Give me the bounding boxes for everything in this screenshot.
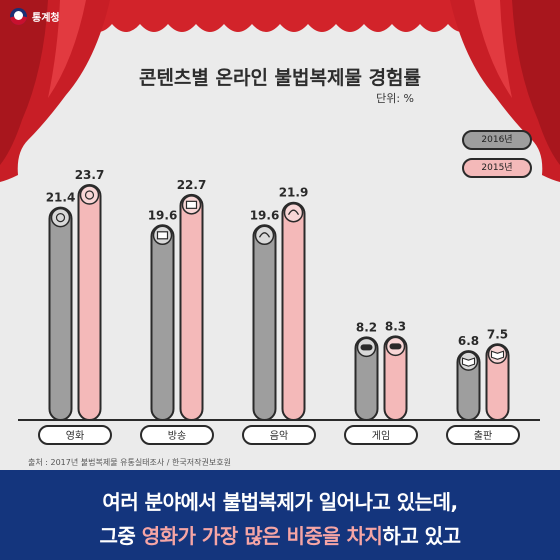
caption-line-2-start: 그중 [99,524,142,548]
gamepad-icon [389,343,402,350]
bar-publishing-2015 [485,343,510,421]
caption-line-1: 여러 분야에서 불법복제가 일어나고 있는데, [102,490,458,514]
badge-music-2016 [254,225,275,246]
legend-2016: 2016년 [462,130,532,150]
bar-game-2016 [354,336,379,422]
book-icon [490,350,505,360]
chart-legend: 2016년 2015년 [462,130,532,186]
brand-logo: 통계청 [10,8,60,25]
category-pill-game [344,425,418,445]
bar-broadcast-2016 [150,224,175,421]
curtain-valance [0,0,560,32]
value-label-music-2015: 21.9 [279,186,309,200]
badge-music-2015 [283,202,304,223]
value-label-publishing-2016: 6.8 [458,334,479,348]
bar-music-2015 [281,201,306,421]
badge-movie-2015 [79,185,100,205]
category-label-publishing: 출판 [474,430,492,442]
caption-banner [0,470,560,560]
category-label-game: 게임 [372,429,390,442]
brand-name: 통계청 [32,13,60,24]
category-label-movie: 영화 [66,430,84,442]
value-label-broadcast-2016: 19.6 [148,208,178,222]
chart-unit: 단위: % [376,92,414,105]
curtain-right-fold-2 [474,0,512,98]
bar-game-2015 [383,335,408,422]
category-pill-music [242,425,316,445]
caption-line-2-end: 하고 있고 [382,524,461,548]
category-pill-publishing [446,425,520,445]
category-label-broadcast: 방송 [168,430,186,442]
bars-layer: 21.4 23.7 영화 19.6 22.7 방송 19.6 21.9 음악 8.2 8.3 게임 6.… [38,168,520,445]
value-label-game-2016: 8.2 [356,320,377,334]
value-label-broadcast-2015: 22.7 [177,178,207,192]
legend-2015: 2015년 [462,158,532,178]
headphones-icon [258,232,271,238]
book-icon [461,357,476,367]
headphones-icon [287,209,300,216]
source-note: 출처 : 2017년 불법복제물 유통실태조사 / 한국저작권보호원 [28,458,231,467]
film-reel-icon [84,190,95,200]
value-label-movie-2016: 21.4 [46,191,76,205]
category-label-music: 음악 [270,430,288,442]
gamepad-icon [360,344,373,351]
category-pill-movie [38,425,112,445]
curtain-left-fold-2 [48,0,86,98]
curtain-right-fold [512,0,560,165]
film-reel-icon [55,213,66,223]
bar-movie-2015 [77,184,102,421]
bar-movie-2016 [48,206,73,421]
value-label-music-2016: 19.6 [250,208,280,222]
value-label-movie-2015: 23.7 [75,168,105,182]
curtain-left-fold [0,0,48,165]
caption-highlight: 영화가 가장 많은 비중을 차지 [141,524,383,548]
tv-icon [156,231,169,240]
chart-title: 콘텐츠별 온라인 불법복제물 경험률 [138,67,422,89]
category-pill-broadcast [140,425,214,445]
government-emblem-icon [10,8,27,25]
tv-icon [185,200,198,209]
badge-movie-2016 [50,207,71,228]
value-label-publishing-2015: 7.5 [487,327,508,341]
bar-music-2016 [252,224,277,421]
bar-broadcast-2015 [179,193,204,421]
value-label-game-2015: 8.3 [385,319,406,333]
caption-line-2: 그중 영화가 가장 많은 비중을 차지하고 있고 [0,520,560,549]
